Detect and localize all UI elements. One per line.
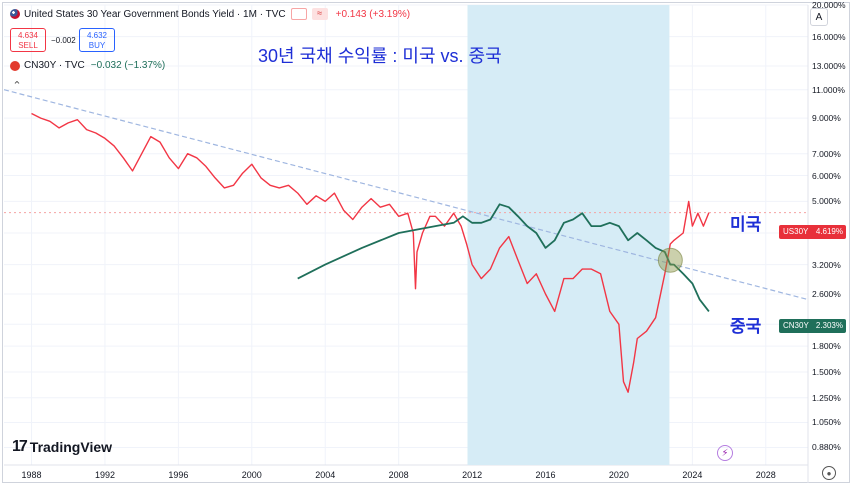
y-tick-label: 11.000% — [812, 84, 845, 95]
x-tick-label: 1992 — [94, 470, 115, 480]
y-tick-label: 1.250% — [812, 392, 841, 403]
grid-layer — [4, 4, 809, 483]
crossover-marker — [657, 247, 683, 273]
sell-price: 4.634 — [17, 31, 39, 40]
y-tick-label: 0.880% — [812, 442, 841, 453]
buy-price: 4.632 — [86, 31, 108, 40]
sell-label: SELL — [18, 41, 38, 50]
logo-text: TradingView — [29, 439, 113, 455]
legend-cn-change: −0.032 (−1.37%) — [90, 60, 166, 71]
us30y-series-line — [31, 112, 710, 393]
us-tag-value: 4.619% — [815, 227, 843, 236]
china-flag-icon — [10, 60, 20, 71]
tradingview-logo[interactable]: 17 TradingView — [12, 438, 112, 456]
y-tick-label: 9.000% — [812, 113, 841, 124]
y-tick-label: 20.000% — [812, 0, 846, 10]
settings-icon[interactable]: ● — [822, 466, 836, 480]
us-flag-icon — [10, 9, 20, 19]
legend-cn-title: CN30Y · TVC — [24, 60, 85, 71]
sell-button[interactable]: 4.634 SELL — [10, 28, 46, 52]
buy-label: BUY — [88, 41, 106, 50]
buy-button[interactable]: 4.632 BUY — [79, 28, 115, 52]
x-tick-label: 1996 — [168, 470, 189, 480]
x-tick-label: 2024 — [682, 470, 703, 480]
x-tick-label: 2020 — [608, 470, 629, 480]
lightning-icon[interactable]: ⚡ — [717, 445, 733, 461]
cn-tag-value: 2.303% — [815, 321, 843, 330]
legend-us-title: United States 30 Year Government Bonds Y… — [24, 8, 286, 20]
y-tick-label: 1.800% — [812, 341, 841, 352]
chart-annotation-title: 30년 국채 수익률 : 미국 vs. 중국 — [258, 46, 502, 66]
y-tick-label: 1.500% — [812, 366, 841, 377]
y-tick-label: 7.000% — [812, 148, 841, 159]
x-tick-label: 2004 — [315, 470, 336, 480]
tradingview-logo-icon: 17 — [12, 438, 28, 455]
series-layer — [31, 112, 710, 393]
us-last-value-tag: US30Y 4.619% — [779, 225, 846, 239]
overlay-layer — [657, 247, 683, 273]
spread-value: −0.002 — [51, 36, 76, 45]
x-tick-label: 2012 — [462, 470, 483, 480]
x-tick-label: 2016 — [535, 470, 556, 480]
x-tick-label: 2008 — [388, 470, 409, 480]
y-tick-label: 5.000% — [812, 196, 841, 207]
y-tick-label: 1.050% — [812, 417, 841, 428]
legend-compare-button[interactable]: ≈ — [311, 8, 328, 20]
y-tick-label: 3.200% — [812, 259, 841, 270]
cn-annotation-label: 중국 — [730, 317, 762, 336]
y-tick-label: 13.000% — [812, 61, 846, 72]
auto-scale-icon[interactable]: A — [810, 8, 828, 26]
legend-cn-row[interactable]: CN30Y · TVC −0.032 (−1.37%) — [10, 60, 165, 71]
cn-tag-symbol: CN30Y — [783, 321, 809, 330]
cn30y-series-line — [297, 203, 710, 312]
trend-layer — [3, 89, 809, 301]
us-tag-symbol: US30Y — [783, 227, 809, 236]
us-annotation-label: 미국 — [730, 215, 762, 234]
legend-toggle-button[interactable] — [290, 8, 307, 20]
cn-last-value-tag: CN30Y 2.303% — [779, 319, 846, 333]
x-tick-label: 2028 — [755, 470, 776, 480]
y-tick-label: 6.000% — [812, 170, 841, 181]
x-tick-label: 2000 — [241, 470, 262, 480]
trend-line — [3, 89, 809, 301]
legend-us-row[interactable]: United States 30 Year Government Bonds Y… — [10, 8, 410, 20]
y-tick-label: 16.000% — [812, 31, 846, 42]
y-tick-label: 2.600% — [812, 289, 841, 300]
legend-us-change: +0.143 (+3.19%) — [335, 8, 411, 20]
x-tick-label: 1988 — [21, 470, 42, 480]
chevron-up-icon[interactable]: ⌃ — [12, 79, 22, 92]
